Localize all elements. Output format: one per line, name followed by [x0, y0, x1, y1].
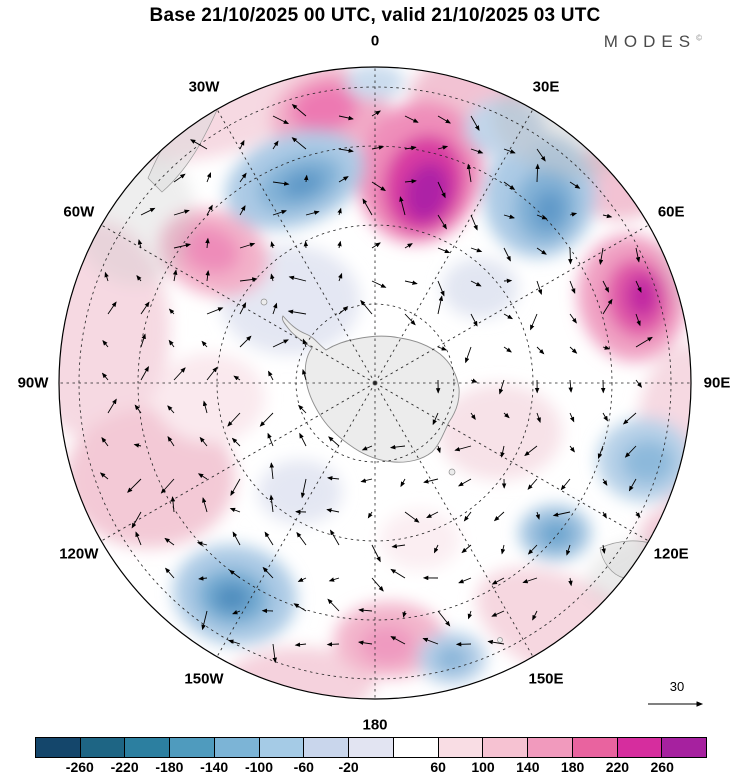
colorbar-cell [304, 738, 350, 757]
lon-label-150E: 150E [528, 670, 564, 688]
island [497, 637, 503, 643]
colorbar-cell [36, 738, 81, 757]
colorbar-tick: 180 [560, 759, 585, 775]
colorbar-cell [438, 738, 484, 757]
lon-label-120E: 120E [653, 545, 689, 563]
colorbar-cell [349, 738, 394, 757]
lon-label-60W: 60W [63, 203, 95, 221]
colorbar-cell [170, 738, 215, 757]
colorbar-tick: 140 [516, 759, 540, 775]
antarctica-outline [281, 315, 460, 463]
colorbar-tick: 100 [471, 759, 495, 775]
island [448, 468, 456, 476]
lon-label-90W: 90W [17, 374, 49, 392]
copyright-mark: © [696, 33, 702, 43]
colorbar-tick: 260 [650, 759, 674, 775]
colorbar-tick: 220 [605, 759, 630, 775]
colorbar-cell [528, 738, 573, 757]
chart-title: Base 21/10/2025 00 UTC, valid 21/10/2025… [149, 5, 601, 26]
colorbar-cell [572, 738, 618, 757]
graticule [59, 67, 691, 699]
lon-label-120W: 120W [59, 545, 99, 563]
colorbar-tick: -140 [200, 759, 229, 775]
island [260, 298, 268, 306]
lon-label-150W: 150W [184, 670, 224, 688]
lon-label-60E: 60E [657, 203, 685, 221]
modes-logo: MODES© [604, 32, 702, 52]
colorbar-tick: 60 [430, 759, 446, 775]
colorbar-tick: -100 [244, 759, 274, 775]
colorbar-cell [259, 738, 305, 757]
colorbar-cell [393, 738, 439, 757]
colorbar-cell [80, 738, 126, 757]
colorbar-tick: -20 [338, 759, 359, 775]
lon-label-30E: 30E [532, 78, 560, 96]
colorbar-cell [483, 738, 529, 757]
colorbar-tick: -180 [155, 759, 184, 775]
colorbar-tick: -60 [293, 759, 314, 775]
colorbar-cell [662, 738, 707, 757]
wind-vectors [99, 104, 653, 664]
colorbar [35, 737, 707, 758]
lon-label-180: 180 [362, 716, 388, 734]
colorbar-cell [214, 738, 260, 757]
lon-label-0: 0 [370, 32, 380, 50]
lon-label-90E: 90E [703, 374, 731, 392]
colorbar-tick: -220 [110, 759, 139, 775]
map-outline [58, 66, 692, 700]
colorbar-cell [125, 738, 171, 757]
reference-arrow-label: 30 [669, 679, 685, 694]
lon-label-30W: 30W [188, 78, 220, 96]
colorbar-tick: -260 [65, 759, 94, 775]
modes-logo-text: MODES [603, 32, 697, 51]
colorbar-cell [617, 738, 663, 757]
